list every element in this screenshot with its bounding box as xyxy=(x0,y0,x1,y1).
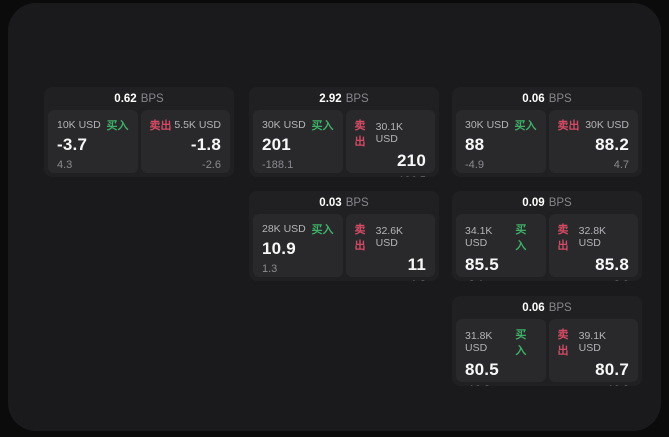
sell-panel[interactable]: 卖出 30.1K USD 210 196.5 xyxy=(345,110,435,177)
buy-delta: 1.3 xyxy=(262,263,278,275)
quote-card: 0.62 BPS 10K USD 买入 -3.7 4.3 卖出 5.5K USD… xyxy=(44,87,234,177)
buy-amount: 30K USD xyxy=(465,119,509,131)
buy-value: -3.7 xyxy=(57,135,88,154)
sell-badge: 卖出 xyxy=(557,329,569,357)
quote-card: 2.92 BPS 30K USD 买入 201 -188.1 卖出 30.1K … xyxy=(249,87,439,177)
sell-panel[interactable]: 卖出 32.6K USD 11 -1.8 xyxy=(345,214,435,281)
sell-value: 88.2 xyxy=(595,135,629,154)
bps-value: 0.03 xyxy=(319,196,342,209)
bps-value: 2.92 xyxy=(319,92,342,105)
buy-badge: 买入 xyxy=(515,329,527,357)
sell-amount: 39.1K USD xyxy=(578,330,607,354)
sell-delta: 196.5 xyxy=(355,175,426,177)
bps-value: 0.06 xyxy=(522,301,545,314)
sell-badge: 卖出 xyxy=(149,120,172,132)
main-panel: 0.62 BPS 10K USD 买入 -3.7 4.3 卖出 5.5K USD… xyxy=(8,3,661,431)
buy-panel[interactable]: 30K USD 买入 88 -4.9 xyxy=(456,110,546,173)
buy-amount: 34.1K USD xyxy=(465,225,493,249)
buy-badge: 买入 xyxy=(515,224,527,252)
buy-badge: 买入 xyxy=(106,120,129,132)
sell-badge: 卖出 xyxy=(557,224,569,252)
buy-value: 85.5 xyxy=(465,255,499,274)
bps-unit-label: BPS xyxy=(345,92,369,105)
sell-badge: 卖出 xyxy=(557,120,580,132)
buy-panel[interactable]: 31.8K USD 买入 80.5 -10.8 xyxy=(456,319,546,386)
sell-delta: 4.7 xyxy=(613,159,629,171)
buy-delta: 4.3 xyxy=(57,159,73,171)
sell-badge: 卖出 xyxy=(354,120,366,148)
sell-delta: -1.8 xyxy=(355,279,426,281)
buy-panel[interactable]: 34.1K USD 买入 85.5 -3.1 xyxy=(456,214,546,281)
buy-panel[interactable]: 28K USD 买入 10.9 1.3 xyxy=(253,214,343,277)
bps-value: 0.06 xyxy=(522,92,545,105)
sell-panel[interactable]: 卖出 30K USD 88.2 4.7 xyxy=(548,110,638,173)
bps-value: 0.62 xyxy=(114,92,137,105)
bps-value: 0.09 xyxy=(522,196,545,209)
quote-card: 0.06 BPS 31.8K USD 买入 80.5 -10.8 卖出 39.1… xyxy=(452,296,642,386)
buy-panel[interactable]: 10K USD 买入 -3.7 4.3 xyxy=(48,110,138,173)
bps-unit-label: BPS xyxy=(345,196,369,209)
bps-header: 0.06 BPS xyxy=(452,296,642,319)
sell-delta: -2.6 xyxy=(202,159,221,171)
sell-delta: 10.2 xyxy=(558,384,629,386)
sell-badge: 卖出 xyxy=(354,224,366,252)
bps-header: 0.62 BPS xyxy=(44,87,234,110)
sell-delta: 3.0 xyxy=(558,279,629,281)
sell-panel[interactable]: 卖出 5.5K USD -1.8 -2.6 xyxy=(140,110,230,173)
bps-unit-label: BPS xyxy=(548,196,572,209)
bps-unit-label: BPS xyxy=(140,92,164,105)
buy-amount: 30K USD xyxy=(262,119,306,131)
buy-badge: 买入 xyxy=(514,120,537,132)
sell-amount: 32.8K USD xyxy=(578,225,607,249)
quote-card: 0.06 BPS 30K USD 买入 88 -4.9 卖出 30K USD 8… xyxy=(452,87,642,177)
sell-value: 80.7 xyxy=(595,360,629,379)
bps-header: 0.09 BPS xyxy=(452,191,642,214)
bps-unit-label: BPS xyxy=(548,301,572,314)
bps-header: 0.03 BPS xyxy=(249,191,439,214)
sell-panel[interactable]: 卖出 39.1K USD 80.7 10.2 xyxy=(548,319,638,386)
buy-delta: -188.1 xyxy=(262,159,294,171)
buy-amount: 31.8K USD xyxy=(465,330,493,354)
sell-amount: 32.6K USD xyxy=(375,225,404,249)
buy-delta: -10.8 xyxy=(465,384,537,386)
buy-value: 201 xyxy=(262,135,291,154)
sell-amount: 5.5K USD xyxy=(174,119,221,131)
sell-value: 11 xyxy=(407,255,426,274)
sell-amount: 30.1K USD xyxy=(375,121,404,145)
buy-panel[interactable]: 30K USD 买入 201 -188.1 xyxy=(253,110,343,173)
quote-card: 0.03 BPS 28K USD 买入 10.9 1.3 卖出 32.6K US… xyxy=(249,191,439,281)
buy-badge: 买入 xyxy=(311,120,334,132)
sell-value: 85.8 xyxy=(595,255,629,274)
buy-delta: -3.1 xyxy=(465,279,537,281)
sell-value: -1.8 xyxy=(190,135,221,154)
buy-value: 80.5 xyxy=(465,360,499,379)
buy-badge: 买入 xyxy=(311,224,334,236)
sell-amount: 30K USD xyxy=(585,119,629,131)
bps-header: 0.06 BPS xyxy=(452,87,642,110)
buy-value: 88 xyxy=(465,135,485,154)
buy-delta: -4.9 xyxy=(465,159,484,171)
buy-amount: 28K USD xyxy=(262,223,306,235)
buy-amount: 10K USD xyxy=(57,119,101,131)
bps-header: 2.92 BPS xyxy=(249,87,439,110)
buy-value: 10.9 xyxy=(262,239,296,258)
bps-unit-label: BPS xyxy=(548,92,572,105)
sell-panel[interactable]: 卖出 32.8K USD 85.8 3.0 xyxy=(548,214,638,281)
quote-card: 0.09 BPS 34.1K USD 买入 85.5 -3.1 卖出 32.8K… xyxy=(452,191,642,281)
sell-value: 210 xyxy=(397,151,426,170)
